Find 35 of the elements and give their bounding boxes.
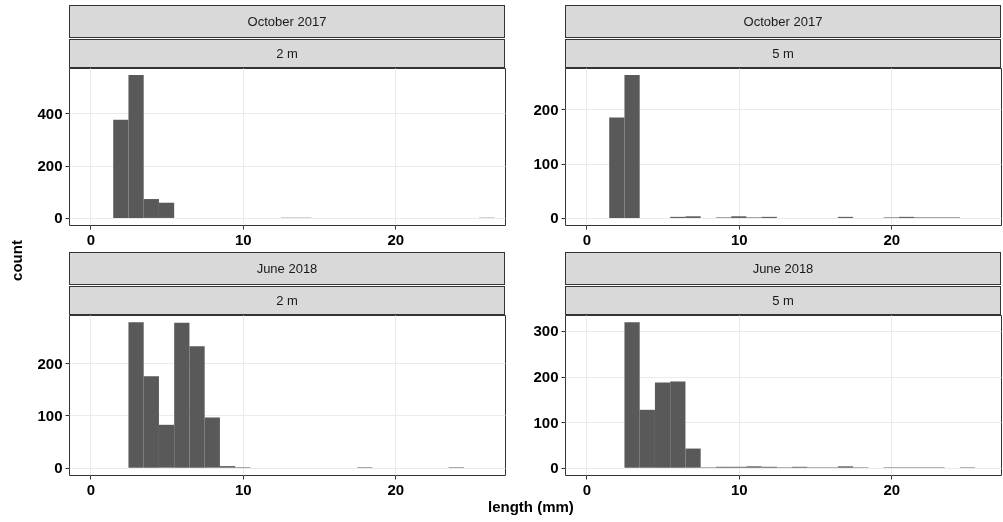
y-tick-label: 0	[54, 459, 63, 477]
chart-title: October 2017	[565, 5, 1001, 38]
y-tick-label: 0	[550, 459, 559, 477]
x-tick-label: 20	[883, 480, 901, 498]
y-tick-label: 200	[37, 354, 63, 372]
x-tick-label: 0	[86, 230, 96, 248]
y-tick-label: 300	[533, 322, 559, 340]
y-tick-label: 100	[533, 155, 559, 173]
x-tick-label: 10	[234, 480, 252, 498]
y-tick-label: 400	[37, 104, 63, 122]
x-tick-label: 0	[582, 480, 592, 498]
y-tick-label: 200	[533, 368, 559, 386]
chart-subtitle: 5 m	[565, 39, 1001, 68]
x-tick-label: 0	[582, 230, 592, 248]
x-tick-label: 20	[387, 480, 405, 498]
chart-subtitle: 5 m	[565, 286, 1001, 315]
chart-subtitle: 2 m	[69, 39, 505, 68]
x-tick-label: 0	[86, 480, 96, 498]
x-tick-label: 20	[883, 230, 901, 248]
chart-title: June 2018	[565, 252, 1001, 285]
y-tick-label: 100	[533, 413, 559, 431]
chart-title: June 2018	[69, 252, 505, 285]
x-tick-label: 10	[730, 230, 748, 248]
x-tick-label: 10	[730, 480, 748, 498]
chart-title: October 2017	[69, 5, 505, 38]
y-tick-label: 100	[37, 406, 63, 424]
y-tick-label: 0	[54, 209, 63, 227]
chart-subtitle: 2 m	[69, 286, 505, 315]
x-axis-title: length (mm)	[488, 498, 574, 515]
y-axis-title: count	[7, 240, 25, 281]
y-tick-label: 200	[533, 100, 559, 118]
y-tick-label: 0	[550, 209, 559, 227]
x-tick-label: 20	[387, 230, 405, 248]
y-tick-label: 200	[37, 157, 63, 174]
x-tick-label: 10	[234, 230, 252, 248]
